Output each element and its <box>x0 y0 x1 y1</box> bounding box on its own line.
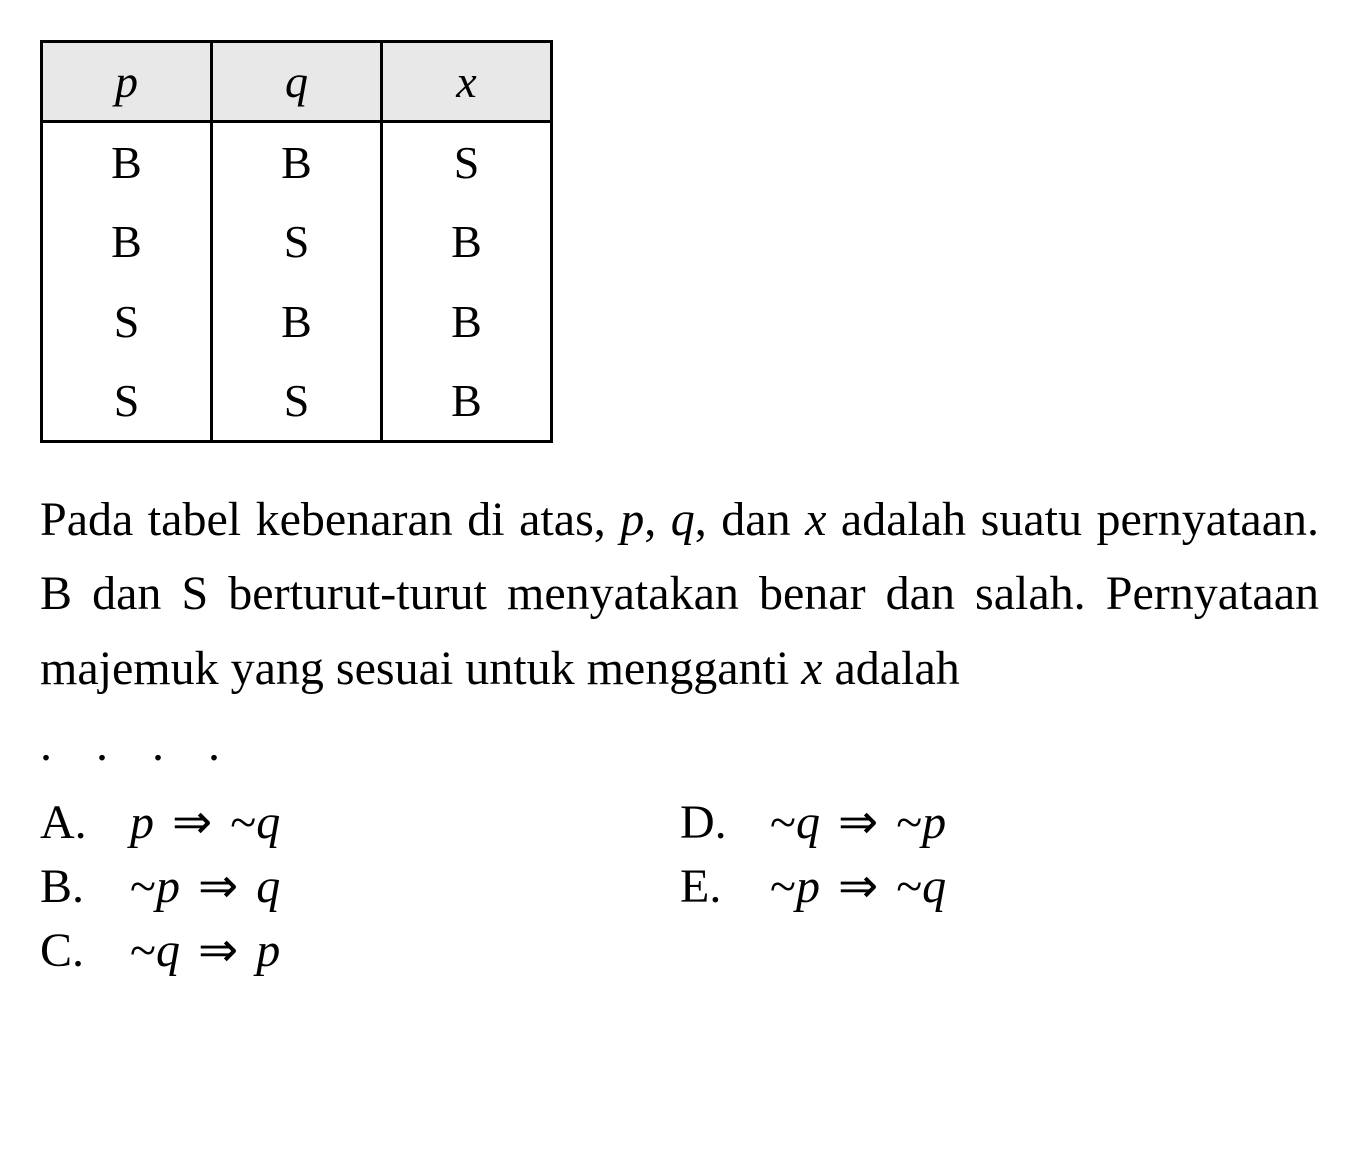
table-header-row: p q x <box>42 42 552 122</box>
cell: S <box>42 362 212 442</box>
cell: S <box>382 122 552 202</box>
question-part: , dan <box>695 493 805 546</box>
ellipsis-dots: . . . . <box>40 716 1319 774</box>
option-D: D. ~q ⇒ ~p <box>680 794 1280 850</box>
var-x: x <box>805 493 826 546</box>
var-q: q <box>671 493 695 546</box>
question-part: Pada tabel kebenaran di atas, <box>40 493 620 546</box>
cell: B <box>212 122 382 202</box>
table-row: B B S <box>42 122 552 202</box>
implies-arrow-icon: ⇒ <box>172 794 212 850</box>
cell: B <box>382 202 552 282</box>
cell: B <box>212 282 382 362</box>
option-letter: C. <box>40 923 130 978</box>
negation: ~ <box>896 860 922 913</box>
option-letter: A. <box>40 795 130 850</box>
col-header-p: p <box>42 42 212 122</box>
negation: ~ <box>896 796 922 849</box>
variable: p <box>922 796 946 849</box>
negation: ~ <box>130 860 156 913</box>
negation: ~ <box>230 796 256 849</box>
question-text: Pada tabel kebenaran di atas, p, q, dan … <box>40 483 1319 706</box>
truth-table: p q x B B S B S B S B B S S <box>40 40 553 443</box>
negation: ~ <box>770 860 796 913</box>
options-grid: A. p ⇒ ~q D. ~q ⇒ ~p B. ~p ⇒ q E. <box>40 794 1319 978</box>
content-wrapper: p q x B B S B S B S B B S S <box>40 40 1319 978</box>
cell: B <box>42 202 212 282</box>
var-p: p <box>620 493 644 546</box>
option-expression: ~q ⇒ p <box>130 922 280 978</box>
option-letter: E. <box>680 859 770 914</box>
cell: B <box>382 282 552 362</box>
implies-arrow-icon: ⇒ <box>198 858 238 914</box>
implies-arrow-icon: ⇒ <box>198 922 238 978</box>
variable: q <box>256 860 280 913</box>
cell: S <box>42 282 212 362</box>
cell: S <box>212 202 382 282</box>
implies-arrow-icon: ⇒ <box>838 794 878 850</box>
table-row: B S B <box>42 202 552 282</box>
option-expression: ~p ⇒ q <box>130 858 280 914</box>
option-E: E. ~p ⇒ ~q <box>680 858 1280 914</box>
option-letter: D. <box>680 795 770 850</box>
variable: q <box>922 860 946 913</box>
question-part: , <box>644 493 671 546</box>
option-A: A. p ⇒ ~q <box>40 794 640 850</box>
table-row: S B B <box>42 282 552 362</box>
negation: ~ <box>770 796 796 849</box>
option-expression: ~q ⇒ ~p <box>770 794 946 850</box>
variable: q <box>256 796 280 849</box>
cell: S <box>212 362 382 442</box>
var-x2: x <box>801 642 822 695</box>
variable: q <box>796 796 820 849</box>
col-header-q: q <box>212 42 382 122</box>
option-B: B. ~p ⇒ q <box>40 858 640 914</box>
option-C: C. ~q ⇒ p <box>40 922 640 978</box>
option-expression: p ⇒ ~q <box>130 794 280 850</box>
option-expression: ~p ⇒ ~q <box>770 858 946 914</box>
variable: q <box>156 924 180 977</box>
cell: B <box>42 122 212 202</box>
col-header-x: x <box>382 42 552 122</box>
negation: ~ <box>130 924 156 977</box>
variable: p <box>796 860 820 913</box>
question-part: adalah <box>823 642 960 695</box>
option-letter: B. <box>40 859 130 914</box>
table-row: S S B <box>42 362 552 442</box>
variable: p <box>130 796 154 849</box>
variable: p <box>156 860 180 913</box>
variable: p <box>256 924 280 977</box>
cell: B <box>382 362 552 442</box>
implies-arrow-icon: ⇒ <box>838 858 878 914</box>
